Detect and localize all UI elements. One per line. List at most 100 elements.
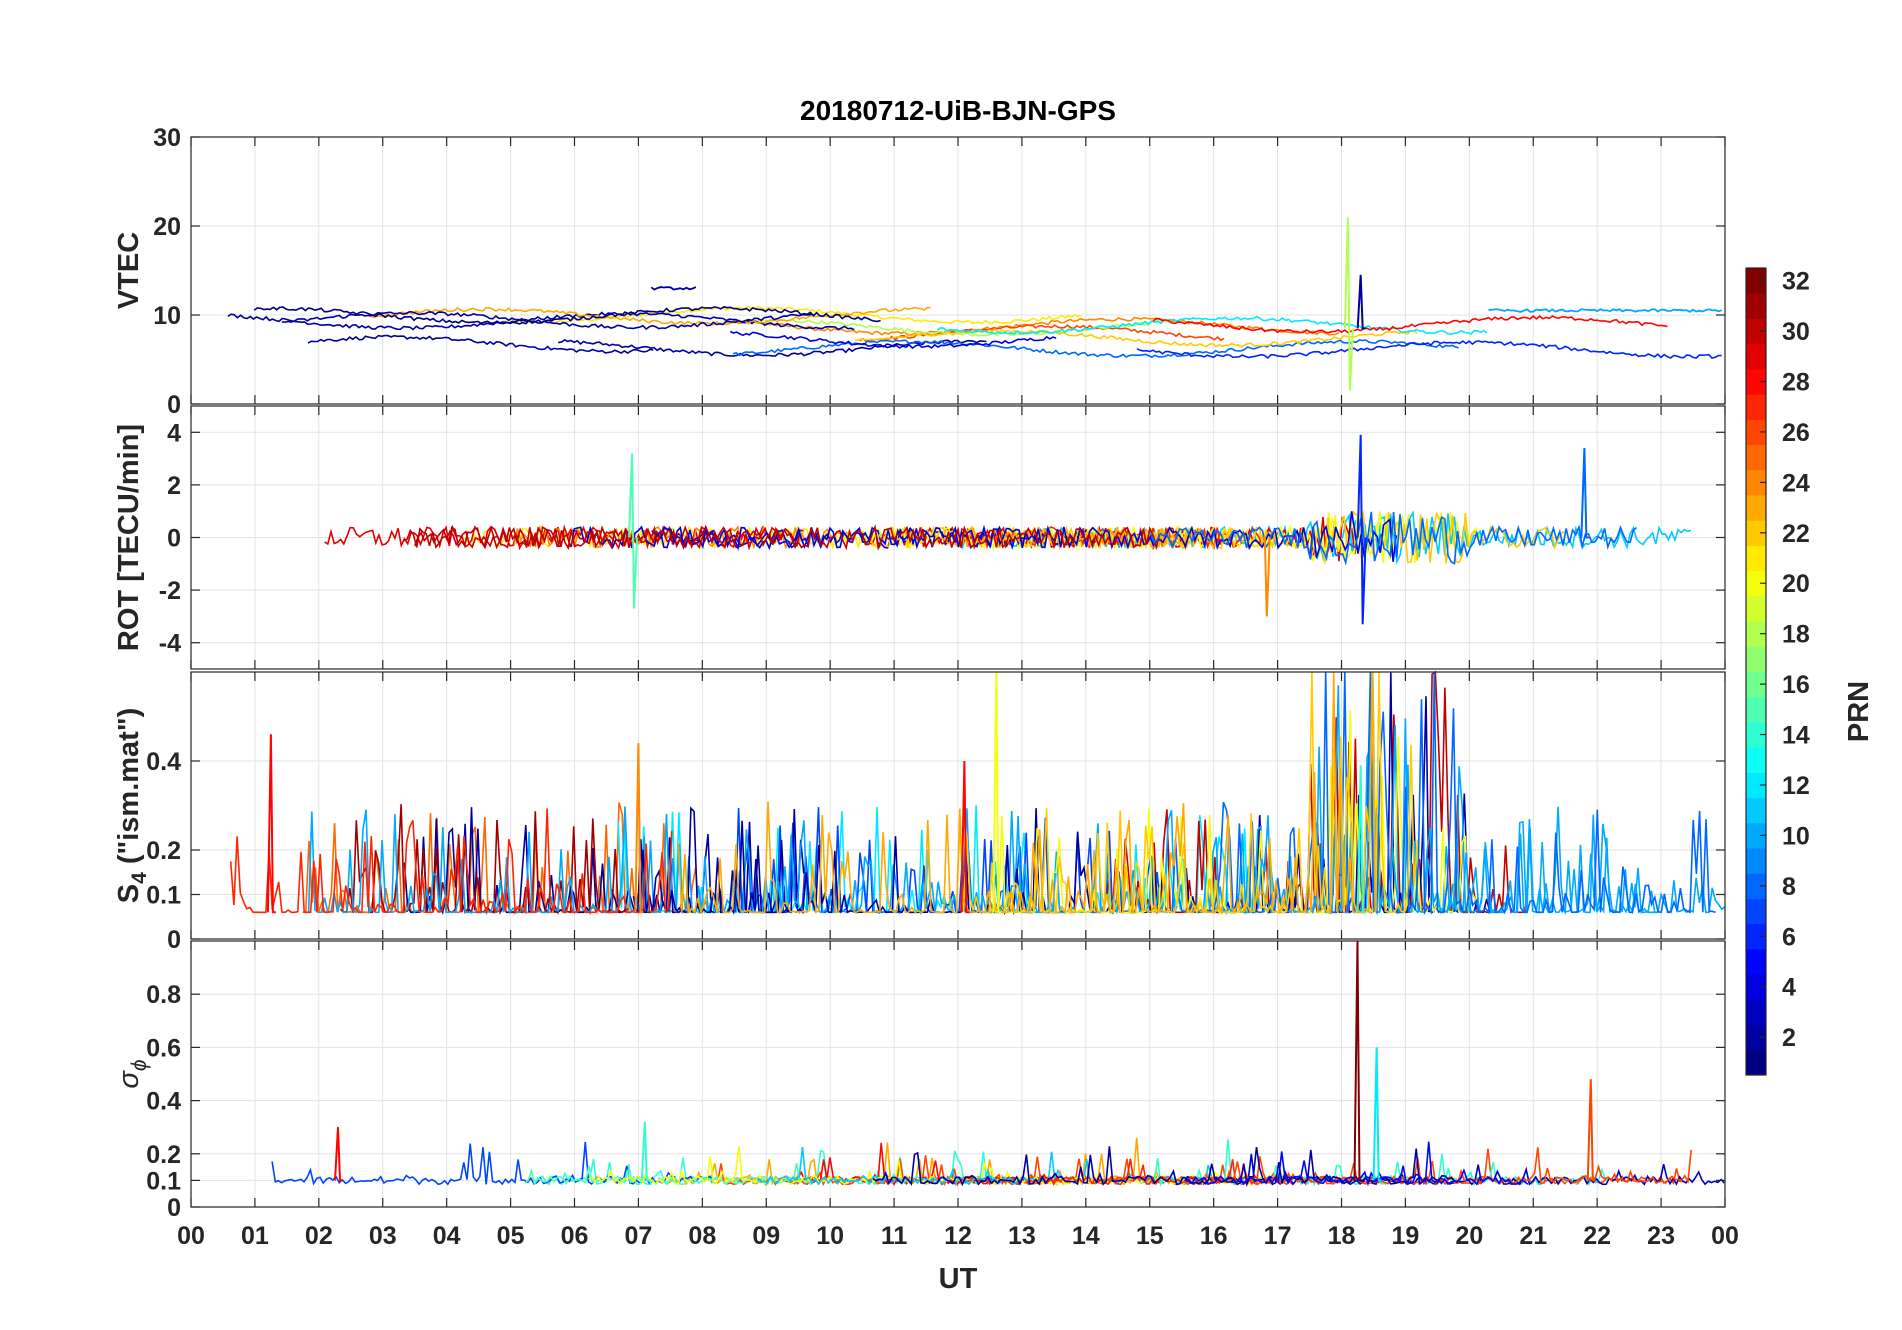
- colorbar-swatch: [1746, 621, 1766, 647]
- colorbar-swatch: [1746, 671, 1766, 698]
- colorbar-swatch: [1746, 419, 1766, 446]
- feature-spike: [266, 734, 276, 914]
- colorbar-swatch: [1746, 595, 1766, 622]
- series-line: [281, 310, 813, 331]
- x-tick-label: 16: [1200, 1222, 1228, 1250]
- tick-marks: [190, 672, 1726, 940]
- colorbar-tick-label: 32: [1782, 268, 1810, 296]
- colorbar-swatch: [1746, 1024, 1766, 1051]
- x-tick-label: 14: [1072, 1222, 1100, 1250]
- x-tick-label: 15: [1136, 1222, 1164, 1250]
- feature-line: [650, 286, 697, 291]
- y-axis-label-sigma_phi: σϕ: [113, 1059, 151, 1088]
- colorbar-swatch: [1746, 394, 1766, 420]
- grid: [191, 406, 1725, 669]
- x-tick-label: 00: [177, 1222, 205, 1250]
- x-tick-label: 22: [1583, 1222, 1611, 1250]
- x-tick-label: 02: [305, 1222, 333, 1250]
- series-group: [229, 670, 1726, 916]
- y-axis-label-s4: S4 ("ism.mat"): [113, 708, 151, 904]
- series-line: [1169, 671, 1716, 916]
- x-tick-label: 07: [625, 1222, 653, 1250]
- y-tick-label: 0.2: [146, 837, 181, 865]
- chart-title: 20180712-UiB-BJN-GPS: [800, 95, 1116, 126]
- x-tick-label: 06: [561, 1222, 589, 1250]
- x-tick-label: 20: [1455, 1222, 1483, 1250]
- series-line: [729, 330, 1057, 350]
- colorbar-swatch: [1746, 368, 1766, 395]
- feature-spike: [634, 743, 644, 914]
- colorbar-tick-label: 12: [1782, 772, 1810, 800]
- colorbar-swatch: [1746, 545, 1766, 572]
- colorbar-tick-label: 10: [1782, 822, 1810, 850]
- colorbar-tick-label: 6: [1782, 923, 1796, 951]
- y-tick-label: 0.1: [146, 882, 181, 910]
- colorbar-swatch: [1746, 318, 1766, 345]
- x-tick-label: 05: [497, 1222, 525, 1250]
- series-line: [732, 339, 1459, 359]
- colorbar-swatch: [1746, 646, 1766, 672]
- feature-spike: [1356, 274, 1366, 330]
- series-line: [757, 1147, 1046, 1187]
- x-tick-label: 21: [1519, 1222, 1547, 1250]
- y-tick-label: 0.8: [146, 981, 181, 1009]
- feature-spike: [1580, 448, 1590, 539]
- grid: [191, 941, 1725, 1207]
- y-tick-label: 2: [167, 472, 181, 500]
- y-tick-label: 0: [167, 525, 181, 553]
- panel-sigma_phi: 00.10.2 0.4 0.6 0.8 σϕ: [113, 940, 1726, 1222]
- y-tick-label: 30: [153, 124, 181, 152]
- feature-spike: [960, 760, 970, 914]
- colorbar-swatch: [1746, 797, 1766, 824]
- colorbar-swatch: [1746, 494, 1766, 521]
- x-tick-label: 13: [1008, 1222, 1036, 1250]
- series-line: [1150, 511, 1638, 566]
- y-tick-label: 0.4: [146, 1088, 181, 1116]
- tick-marks: [190, 406, 1726, 669]
- y-tick-label: 0: [167, 391, 181, 419]
- panel-s4: 0 0.1 0.2 0.4S4 ("ism.mat"): [113, 670, 1726, 954]
- series-line: [502, 305, 1082, 325]
- y-tick-label: -2: [159, 577, 181, 605]
- x-tick-label: 17: [1264, 1222, 1292, 1250]
- colorbar-swatch: [1746, 948, 1766, 975]
- series-line: [651, 511, 1398, 562]
- series-line: [1152, 315, 1668, 334]
- series-line: [728, 316, 1340, 336]
- x-tick-label: 03: [369, 1222, 397, 1250]
- colorbar-swatch: [1746, 696, 1766, 723]
- series-line: [854, 328, 1418, 348]
- colorbar-swatch: [1746, 570, 1766, 597]
- colorbar-swatch: [1746, 923, 1766, 950]
- colorbar-tick-label: 22: [1782, 520, 1810, 548]
- colorbar-tick-label: 24: [1782, 469, 1810, 497]
- y-tick-label: 0: [167, 926, 181, 954]
- colorbar-swatch: [1746, 848, 1766, 874]
- colorbar-tick-label: 4: [1782, 974, 1796, 1002]
- colorbar-tick-label: 8: [1782, 873, 1796, 901]
- series-line: [524, 1163, 810, 1186]
- colorbar-tick-label: 18: [1782, 621, 1810, 649]
- colorbar-swatch: [1746, 999, 1766, 1026]
- series-line: [677, 671, 1376, 916]
- series-line: [734, 807, 1162, 916]
- x-tick-label: 11: [881, 1222, 908, 1250]
- series-line: [271, 1141, 714, 1186]
- y-tick-label: 20: [153, 213, 181, 241]
- colorbar-swatch: [1746, 898, 1766, 925]
- colorbar-label: PRN: [1843, 681, 1875, 742]
- colorbar-swatch: [1746, 293, 1766, 319]
- y-tick-label: 10: [153, 302, 181, 330]
- series-line: [403, 524, 804, 551]
- y-tick-label: 0.4: [146, 748, 181, 776]
- feature-spike: [628, 453, 639, 609]
- colorbar-tick-label: 30: [1782, 318, 1810, 346]
- series-line: [558, 338, 987, 357]
- feature-spike: [640, 1121, 650, 1182]
- y-tick-label: 0: [167, 1194, 181, 1222]
- feature-spike: [992, 671, 1002, 914]
- y-tick-label: -4: [159, 630, 181, 658]
